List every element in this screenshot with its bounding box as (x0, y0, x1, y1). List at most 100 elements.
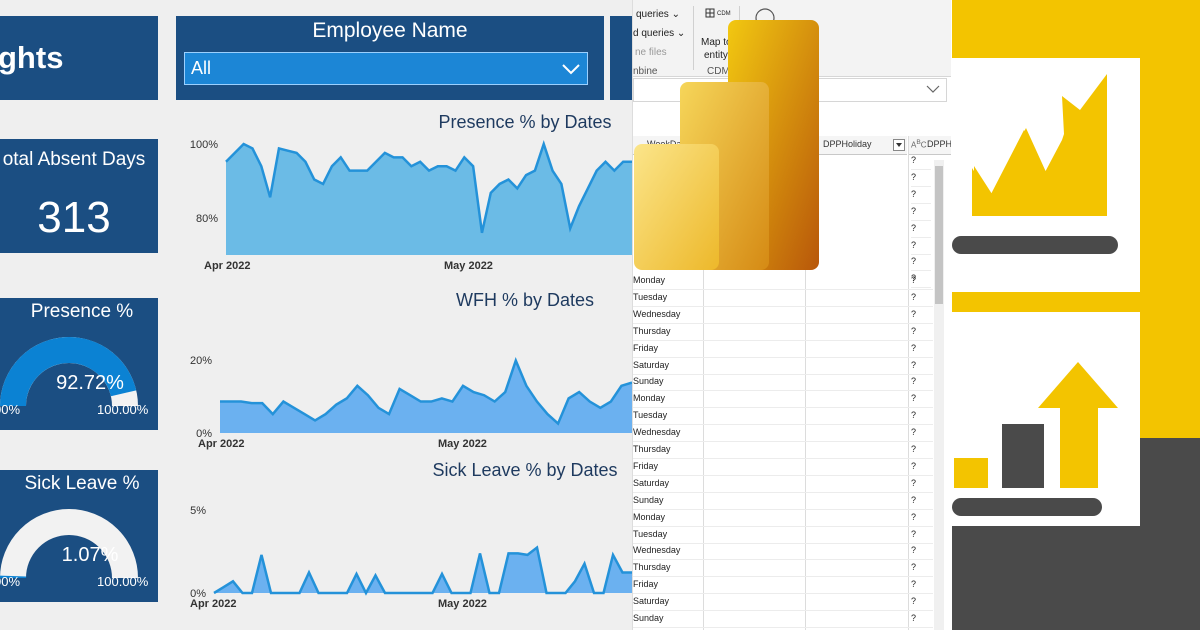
map-entity-line1[interactable]: Map to (701, 37, 732, 48)
map-entity-line2[interactable]: entity (704, 50, 728, 61)
null-value-cell[interactable]: ? (911, 359, 917, 370)
presence-chart-title: Presence % by Dates (438, 112, 612, 132)
power-bi-logo (634, 20, 819, 270)
null-value-cell[interactable]: ? (911, 325, 917, 336)
scrollbar-thumb[interactable] (935, 166, 943, 304)
null-value-cell[interactable]: ? (911, 186, 931, 204)
weekday-cell[interactable]: Tuesday (633, 289, 933, 307)
null-value-cell[interactable]: ? (911, 376, 917, 387)
weekday-cell[interactable]: Friday (633, 458, 933, 476)
null-value-cell[interactable]: ? (911, 270, 931, 289)
null-value-cell[interactable]: ? (911, 275, 917, 285)
gauge-presence-title: Presence % (30, 301, 134, 322)
weekday-cell[interactable]: Monday (633, 390, 933, 409)
slicer-title: Employee Name (312, 19, 468, 42)
weekday-cell[interactable]: Sunday (633, 373, 933, 392)
null-value-cell[interactable]: ? (911, 237, 931, 255)
abc-type-icon[interactable]: ABC (911, 139, 927, 150)
presence-chart: 100% 80% Apr 2022 May 2022 (176, 132, 632, 282)
ribbon-separator (693, 6, 694, 70)
report-dashboard: ghts Employee Name All otal Absent Days … (0, 0, 632, 630)
y-tick-label: 0% (196, 428, 212, 440)
weekday-cell[interactable]: Monday (633, 272, 933, 290)
weekday-cell[interactable]: Wednesday (633, 542, 933, 561)
gauge-presence-min: 00% (0, 402, 21, 417)
y-tick-label: 80% (196, 213, 218, 225)
null-value-cell[interactable]: ? (911, 545, 917, 556)
null-value-cell[interactable]: ? (911, 477, 917, 488)
weekday-cell[interactable]: Wednesday (633, 424, 933, 443)
column-header-dpph[interactable]: ABC DPPH (909, 136, 951, 155)
ribbon-group-label: nbine (633, 66, 658, 77)
weekday-cell[interactable]: Monday (633, 509, 933, 527)
weekday-cell[interactable]: Tuesday (633, 526, 933, 544)
x-tick-label: Apr 2022 (204, 260, 250, 272)
sick-gauge-card: Sick Leave % 1.07% 00% 100.00% (0, 470, 158, 602)
sick-chart-title: Sick Leave % by Dates (432, 460, 618, 480)
null-value-cell[interactable]: ? (911, 152, 931, 170)
null-value-cell[interactable]: ? (911, 562, 917, 573)
employee-slicer: Employee Name All (176, 16, 604, 100)
weekday-cell[interactable]: Saturday (633, 475, 933, 493)
ribbon-queries-2[interactable]: d queries ⌄ (633, 28, 686, 39)
null-value-cell[interactable]: ? (911, 393, 917, 404)
column-header-dppholiday[interactable]: DPPHoliday (805, 136, 907, 155)
filter-dropdown-icon[interactable] (893, 139, 905, 151)
weekday-cell[interactable]: Wednesday (633, 306, 933, 324)
ribbon-queries[interactable]: queries ⌄ (636, 9, 680, 20)
gauge-presence-value: 92.72% (56, 372, 124, 394)
dpph-header-label: DPPH (927, 139, 951, 149)
null-value-cell[interactable]: ? (911, 253, 931, 272)
null-value-cell[interactable]: ? (911, 596, 917, 607)
cdm-icon[interactable] (705, 7, 727, 25)
null-value-cell[interactable]: ? (911, 613, 917, 623)
sick-gauge (0, 509, 138, 579)
null-value-cell[interactable]: ? (911, 291, 917, 302)
vertical-scrollbar[interactable] (934, 160, 944, 630)
null-value-cell[interactable]: ? (911, 427, 917, 438)
null-value-cell[interactable]: ? (911, 169, 931, 187)
weekday-cell[interactable]: Thursday (633, 441, 933, 459)
cdm-group-label: CDM (707, 66, 730, 77)
ribbon-files[interactable]: ne files (635, 47, 667, 58)
null-value-cell[interactable]: ? (911, 494, 917, 505)
null-value-cell[interactable]: ? (911, 460, 917, 471)
weekday-cell[interactable]: Sunday (633, 610, 933, 628)
null-value-cell[interactable]: ? (911, 308, 917, 319)
chevron-down-icon (562, 64, 580, 75)
sick-gauge-track (0, 509, 138, 579)
weekday-cell[interactable]: Friday (633, 576, 933, 595)
weekday-cell[interactable]: Thursday (633, 559, 933, 578)
weekday-cell[interactable]: Saturday (633, 593, 933, 612)
chevron-down-icon[interactable] (926, 85, 940, 95)
column-divider (805, 136, 806, 630)
gauge-sick-max: 100.00% (97, 574, 149, 589)
weekday-cell[interactable]: Sunday (633, 492, 933, 510)
series-line (220, 357, 632, 426)
gauge-sick-title: Sick Leave % (24, 473, 140, 494)
null-value-cell[interactable]: ? (911, 511, 917, 522)
kpi-absent-value: 313 (37, 193, 111, 242)
gauge-sick-min: 00% (0, 574, 21, 589)
wfh-chart: 20% 0% Apr 2022 May 2022 (176, 340, 632, 455)
series-line (213, 545, 632, 596)
x-tick-label: May 2022 (438, 438, 487, 450)
employee-dropdown[interactable]: All (184, 52, 588, 85)
weekday-cell[interactable]: Saturday (633, 357, 933, 375)
sick-chart: 5% 0% Apr 2022 May 2022 (176, 500, 632, 615)
null-value-cell[interactable]: ? (911, 203, 931, 221)
weekday-cell[interactable]: Friday (633, 340, 933, 358)
area-fill (220, 360, 632, 433)
null-value-cell[interactable]: ? (911, 444, 917, 454)
clipped-card (610, 16, 632, 100)
null-value-cell[interactable]: ? (911, 528, 917, 539)
weekday-cell[interactable]: Tuesday (633, 407, 933, 426)
null-value-cell[interactable]: ? (911, 342, 917, 353)
null-value-cell[interactable]: ? (911, 579, 917, 590)
weekday-cell[interactable]: Thursday (633, 323, 933, 341)
null-value-cell[interactable]: ? (911, 410, 917, 421)
null-value-cell[interactable]: ? (911, 220, 931, 238)
presence-gauge-fill (0, 337, 137, 407)
up-arrow-icon (1038, 362, 1118, 408)
absent-days-card: otal Absent Days 313 (0, 139, 158, 253)
